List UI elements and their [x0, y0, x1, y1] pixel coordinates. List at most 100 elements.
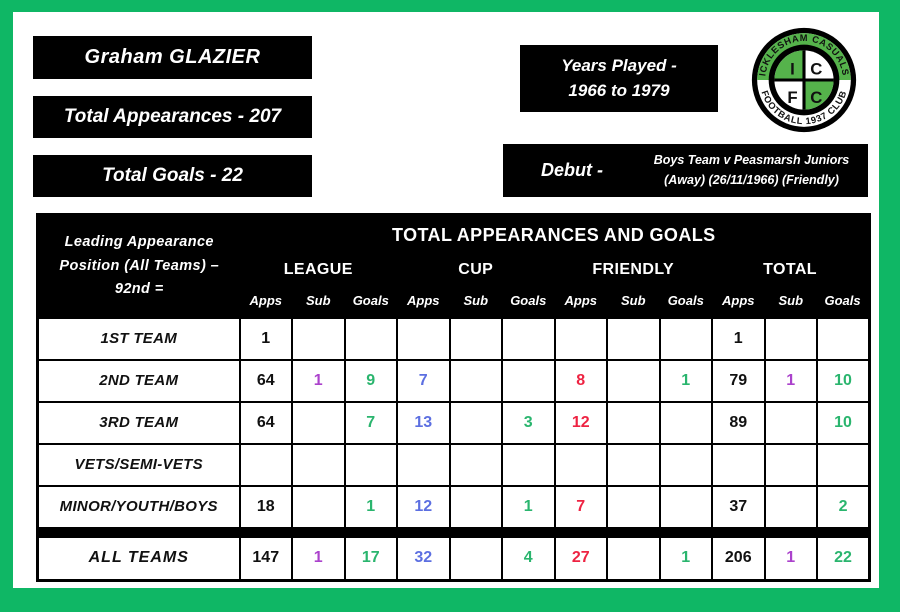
- stat-cell: 9: [343, 358, 398, 403]
- stat-cell: 64: [238, 358, 293, 403]
- stat-cell: 2: [816, 484, 871, 529]
- column-header: Sub: [292, 284, 345, 318]
- debut-label: Debut -: [541, 160, 603, 180]
- stat-cell: 8: [553, 358, 608, 403]
- stat-cell: [501, 316, 556, 361]
- stat-cell: [658, 484, 713, 529]
- stat-cell: 1: [343, 484, 398, 529]
- stat-cell: [501, 442, 556, 487]
- logo-letter-f: F: [787, 88, 797, 107]
- team-name-cell: 2ND TEAM: [36, 358, 241, 403]
- stat-cell: [343, 442, 398, 487]
- stat-cell: [448, 484, 503, 529]
- stat-cell: [501, 358, 556, 403]
- total-goals-label: Total Goals - 22: [102, 165, 243, 186]
- table-row: 3RD TEAM 64 7 13 3 12 89 10: [36, 400, 871, 445]
- column-header: Goals: [659, 284, 712, 318]
- column-header: Sub: [607, 284, 660, 318]
- stat-cell: 1: [658, 358, 713, 403]
- stat-cell: 22: [816, 535, 871, 582]
- column-header: Goals: [502, 284, 555, 318]
- stat-cell: [763, 442, 818, 487]
- team-name-cell: ALL TEAMS: [36, 535, 241, 582]
- table-row: 2ND TEAM 64 1 9 7 8 1 79 1 10: [36, 358, 871, 403]
- separator-row: [37, 527, 870, 537]
- table-row: MINOR/YOUTH/BOYS 18 1 12 1 7 37 2: [36, 484, 871, 529]
- stat-cell: 64: [238, 400, 293, 445]
- stat-cell: 37: [711, 484, 766, 529]
- stat-cell: [763, 484, 818, 529]
- total-appearances-label: Total Appearances - 207: [63, 106, 282, 127]
- stat-cell: [553, 442, 608, 487]
- stat-cell: [448, 358, 503, 403]
- column-header: Apps: [397, 284, 450, 318]
- stat-cell: [763, 316, 818, 361]
- stat-cell: [291, 442, 346, 487]
- leading-appearance-line3: 92nd =: [114, 280, 164, 297]
- stat-cell: 4: [501, 535, 556, 582]
- column-header: Goals: [344, 284, 397, 318]
- stat-cell: 79: [711, 358, 766, 403]
- stat-cell: 17: [343, 535, 398, 582]
- stat-cell: 32: [396, 535, 451, 582]
- stat-cell: [711, 442, 766, 487]
- leading-appearance-header: Leading Appearance Position (All Teams) …: [37, 214, 240, 318]
- stat-cell: [448, 400, 503, 445]
- stat-cell: [606, 400, 661, 445]
- logo-letter-c1: C: [810, 59, 822, 78]
- stat-cell: [816, 316, 871, 361]
- stat-cell: [606, 535, 661, 582]
- player-name-box: Graham GLAZIER: [33, 36, 312, 79]
- stat-cell: 1: [763, 358, 818, 403]
- stat-cell: [291, 400, 346, 445]
- stat-cell: 206: [711, 535, 766, 582]
- debut-line1: Boys Team v Peasmarsh Juniors: [653, 153, 850, 168]
- table-row: VETS/SEMI-VETS: [36, 442, 871, 487]
- leading-appearance-line2: Position (All Teams) –: [59, 257, 220, 274]
- logo-letter-c2: C: [810, 88, 822, 107]
- stat-cell: 1: [238, 316, 293, 361]
- stat-cell: [816, 442, 871, 487]
- team-name-cell: 1ST TEAM: [36, 316, 241, 361]
- stat-cell: 13: [396, 400, 451, 445]
- group-header-total: TOTAL: [712, 254, 870, 285]
- player-name: Graham GLAZIER: [84, 46, 261, 68]
- stat-cell: 1: [291, 535, 346, 582]
- column-header: Apps: [239, 284, 292, 318]
- stat-cell: 10: [816, 358, 871, 403]
- club-crest-icon: ICKLESHAM CASUALS FOOTBALL 1937 CLUB I C…: [751, 27, 857, 133]
- total-goals-box: Total Goals - 22: [33, 155, 312, 197]
- stat-cell: [658, 316, 713, 361]
- column-header: Apps: [554, 284, 607, 318]
- total-appearances-box: Total Appearances - 207: [33, 96, 312, 138]
- stat-cell: [658, 400, 713, 445]
- stat-cell: 7: [396, 358, 451, 403]
- stat-cell: [763, 400, 818, 445]
- stat-cell: [606, 358, 661, 403]
- years-played-box: Years Played - 1966 to 1979: [520, 45, 718, 112]
- stat-cell: 1: [658, 535, 713, 582]
- group-header-row: LEAGUE CUP FRIENDLY TOTAL: [38, 254, 870, 285]
- column-header-row: Apps Sub Goals Apps Sub Goals Apps Sub G…: [38, 284, 870, 318]
- column-header: Apps: [712, 284, 765, 318]
- column-header: Sub: [449, 284, 502, 318]
- stat-cell: 3: [501, 400, 556, 445]
- table-row: 1ST TEAM 1 1: [36, 316, 871, 361]
- column-header: Sub: [764, 284, 817, 318]
- stat-cell: 89: [711, 400, 766, 445]
- stat-cell: 10: [816, 400, 871, 445]
- column-header: Goals: [817, 284, 870, 318]
- stat-cell: [291, 484, 346, 529]
- years-played-line1: Years Played -: [561, 55, 677, 75]
- stat-cell: 147: [238, 535, 293, 582]
- stat-cell: 1: [501, 484, 556, 529]
- stat-cell: [448, 316, 503, 361]
- stat-cell: 1: [763, 535, 818, 582]
- debut-details: Boys Team v Peasmarsh Juniors (Away) (26…: [641, 151, 868, 190]
- stat-cell: [291, 316, 346, 361]
- total-row: ALL TEAMS 147 1 17 32 4 27 1 206 1 22: [36, 535, 871, 582]
- stat-cell: [343, 316, 398, 361]
- table-title-row: Leading Appearance Position (All Teams) …: [37, 214, 870, 318]
- team-name-cell: 3RD TEAM: [36, 400, 241, 445]
